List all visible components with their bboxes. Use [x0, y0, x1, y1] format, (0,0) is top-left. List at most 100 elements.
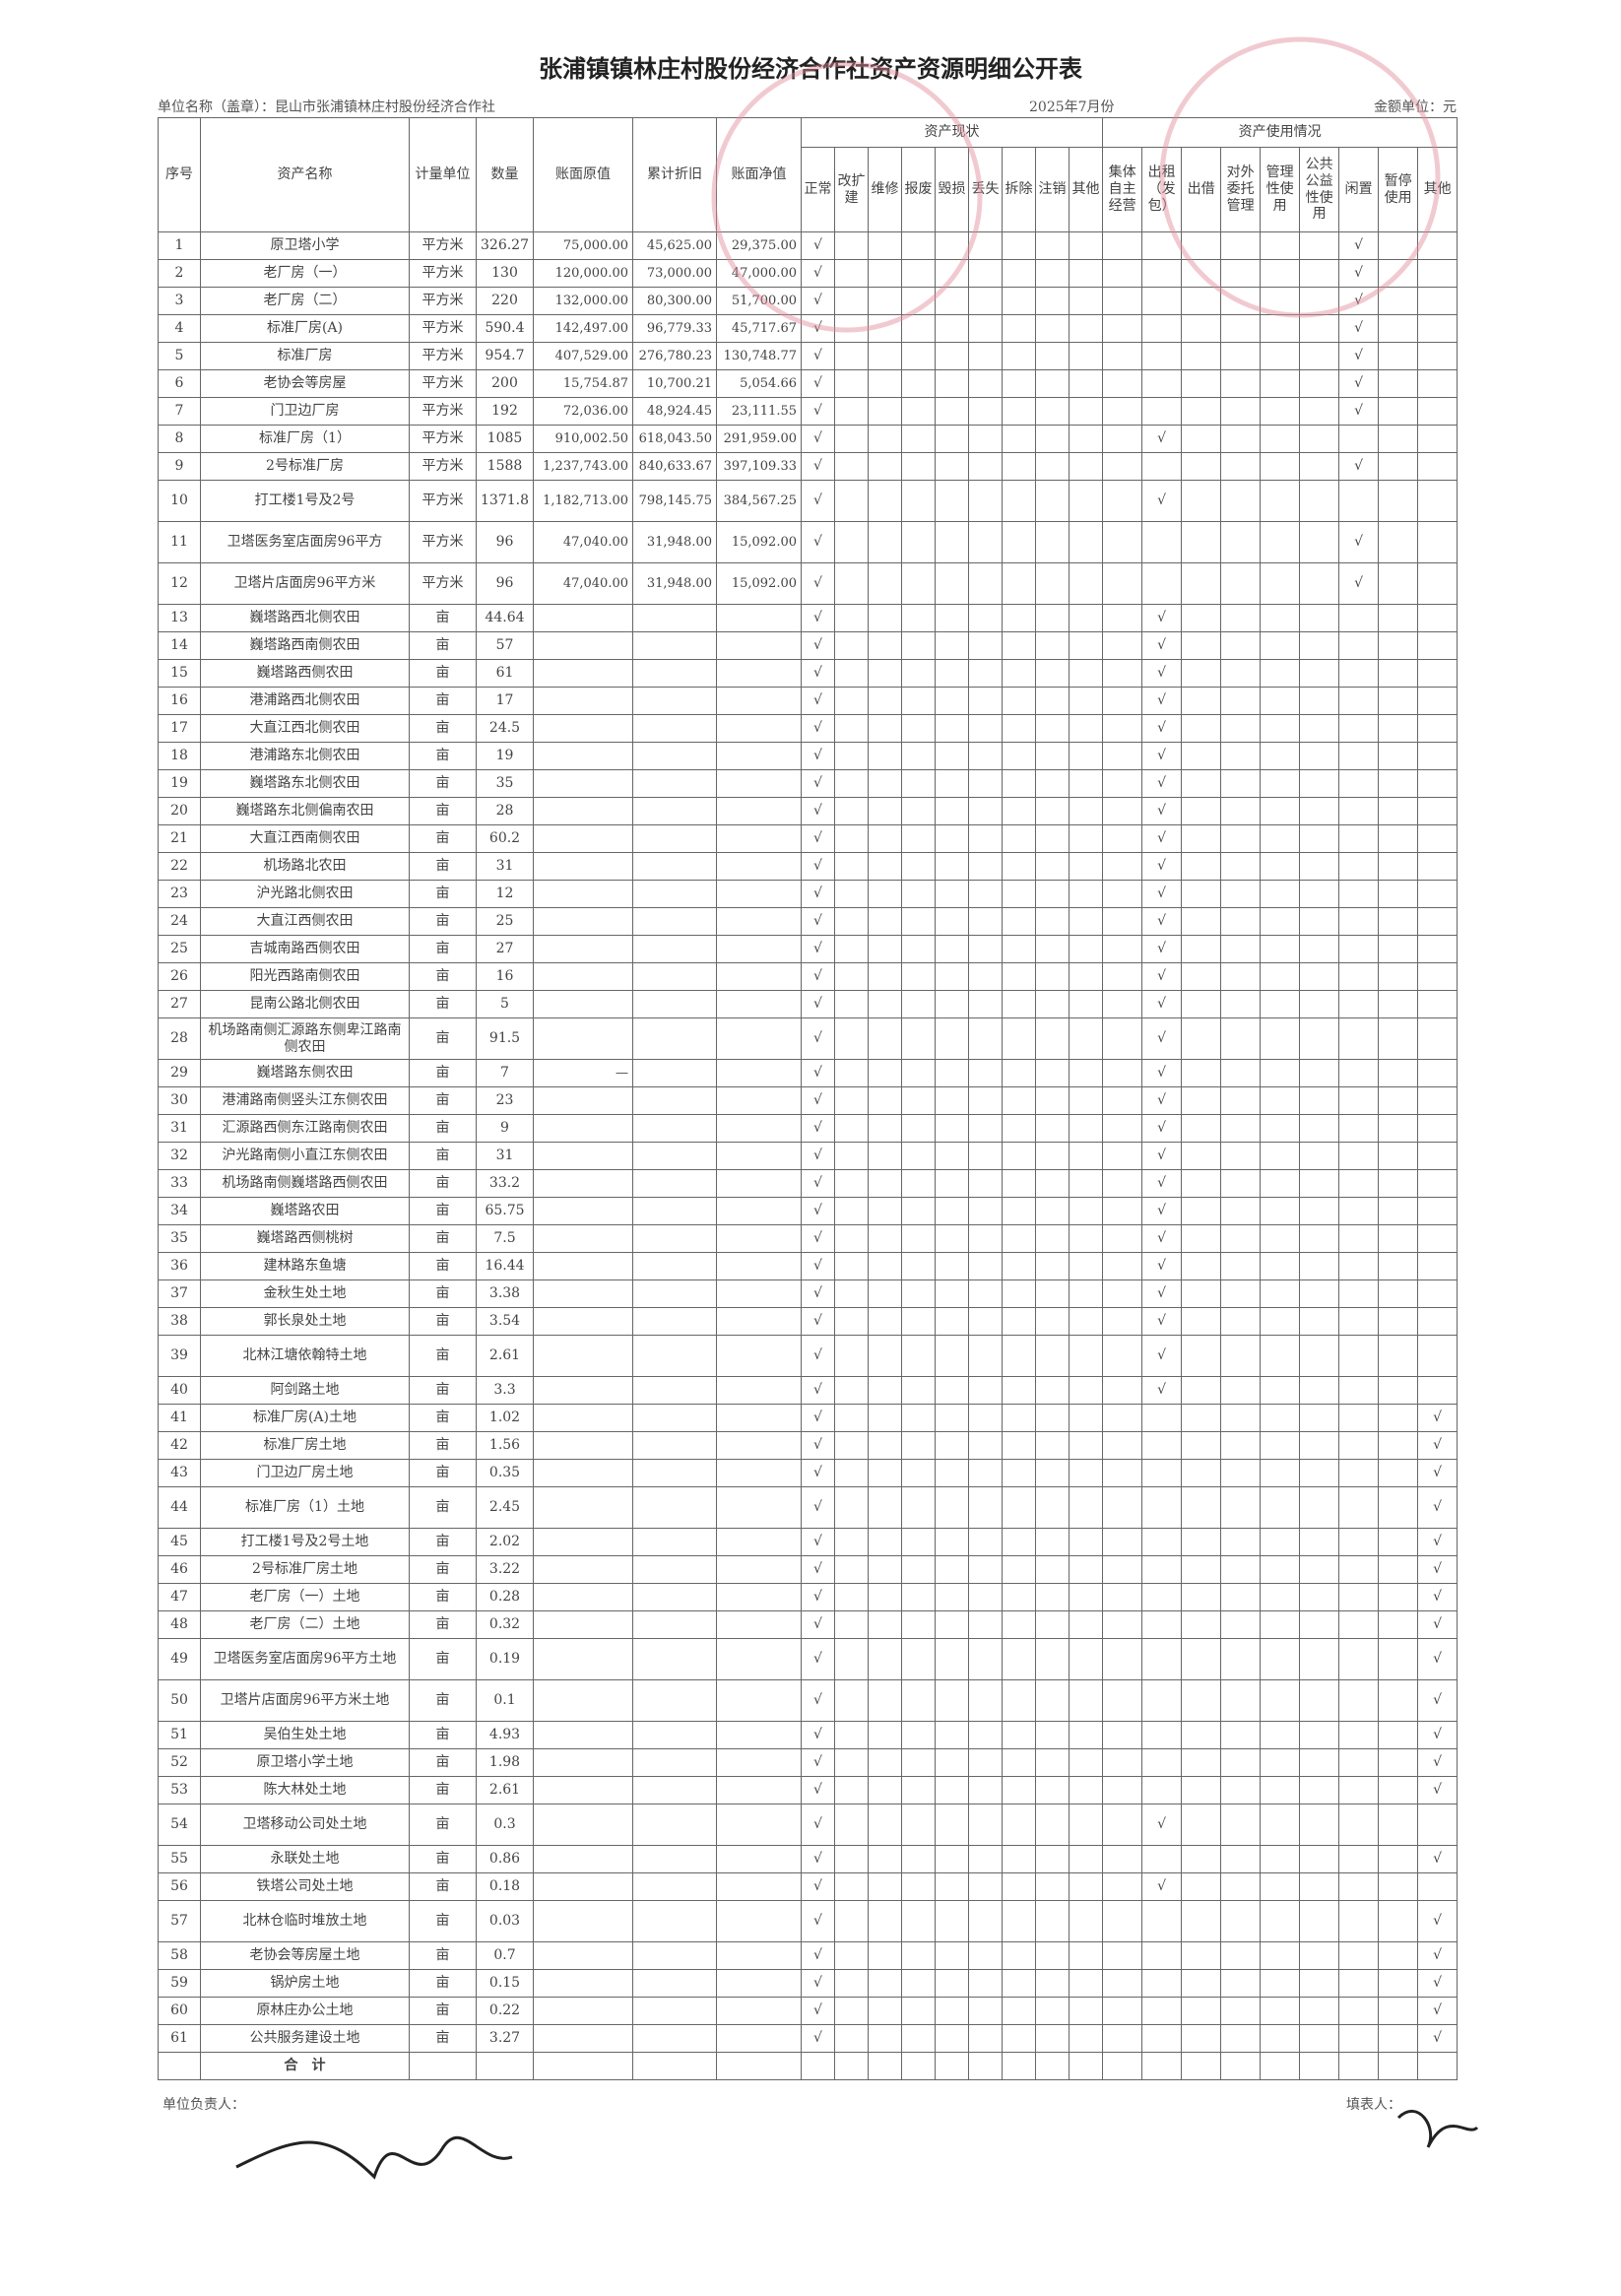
cell [1338, 659, 1380, 688]
cell [1141, 1679, 1183, 1722]
cell [533, 1169, 633, 1198]
cell: 巍塔路东北侧偏南农田 [200, 797, 410, 825]
cell [1035, 259, 1070, 288]
cell [1220, 631, 1262, 660]
cell [901, 1486, 936, 1529]
cell [1068, 1997, 1104, 2025]
cell [935, 1307, 969, 1336]
cell: √ [1141, 1017, 1183, 1060]
cell [868, 880, 902, 908]
cell [1338, 1252, 1380, 1280]
cell [1299, 1142, 1340, 1170]
cell [533, 604, 633, 632]
cell [533, 1748, 633, 1777]
cell [1417, 990, 1459, 1018]
cell: 打工楼1号及2号土地 [200, 1528, 410, 1556]
cell [1068, 397, 1104, 426]
cell [1035, 797, 1070, 825]
cell: 亩 [409, 935, 477, 963]
cell [1378, 1459, 1419, 1487]
cell: 亩 [409, 1197, 477, 1225]
cell: 291,959.00 [716, 425, 802, 453]
cell: — [533, 1059, 633, 1087]
cell [1035, 1941, 1070, 1970]
cell [1299, 1459, 1340, 1487]
cell [1220, 659, 1262, 688]
table-row: 34 巍塔路农田亩 65.75 √ √ [158, 1197, 1459, 1225]
cell [1260, 1804, 1301, 1846]
cell: 平方米 [409, 521, 477, 563]
cell: 50 [158, 1679, 201, 1722]
cell [1378, 604, 1419, 632]
cell [1002, 714, 1036, 743]
cell [716, 769, 802, 798]
cell [834, 1086, 869, 1115]
cell: 亩 [409, 769, 477, 798]
cell [1417, 1224, 1459, 1253]
cell [968, 1845, 1003, 1873]
cell: 954.7 [476, 342, 534, 370]
cell [533, 1335, 633, 1377]
cell [1299, 659, 1340, 688]
cell [968, 1872, 1003, 1901]
cell [868, 990, 902, 1018]
cell: 43 [158, 1459, 201, 1487]
cell [1338, 1804, 1380, 1846]
cell [1068, 452, 1104, 481]
table-row: 41 标准厂房(A)土地亩 1.02 √ √ [158, 1404, 1459, 1432]
cell: 15,092.00 [716, 521, 802, 563]
cell [1220, 1776, 1262, 1804]
cell: √ [1417, 1431, 1459, 1460]
cell [1181, 604, 1222, 632]
cell [716, 1486, 802, 1529]
cell: 北林仓临时堆放土地 [200, 1900, 410, 1942]
cell [1002, 1252, 1036, 1280]
cell: 32 [158, 1142, 201, 1170]
cell [533, 990, 633, 1018]
cell [1102, 742, 1143, 770]
cell [1299, 935, 1340, 963]
cell [1338, 1997, 1380, 2025]
cell [834, 1900, 869, 1942]
cell [1260, 1528, 1301, 1556]
cell: 亩 [409, 1459, 477, 1487]
cell [716, 1679, 802, 1722]
cell [868, 1142, 902, 1170]
cell [1102, 231, 1143, 260]
cell [968, 1169, 1003, 1198]
cell [935, 480, 969, 522]
cell [1181, 397, 1222, 426]
cell [1338, 1376, 1380, 1405]
table-row: 42 标准厂房土地亩 1.56 √ √ [158, 1431, 1459, 1460]
cell [1417, 852, 1459, 881]
table-row: 16 港浦路西北侧农田亩 17 √ √ [158, 687, 1459, 715]
cell [868, 797, 902, 825]
cell: 大直江西南侧农田 [200, 824, 410, 853]
cell: √ [1417, 1555, 1459, 1584]
cell [1260, 1017, 1301, 1060]
cell: √ [1141, 824, 1183, 853]
cell: √ [1417, 1748, 1459, 1777]
cell [1002, 1638, 1036, 1680]
cell [1141, 2024, 1183, 2053]
cell [1417, 1252, 1459, 1280]
cell: 亩 [409, 1376, 477, 1405]
cell [1260, 1404, 1301, 1432]
cell: √ [801, 1017, 835, 1060]
cell [1378, 714, 1419, 743]
cell [834, 1679, 869, 1722]
cell [1068, 1638, 1104, 1680]
cell [1299, 287, 1340, 315]
cell [1181, 1941, 1222, 1970]
cell [868, 2052, 902, 2080]
cell [1181, 231, 1222, 260]
cell [901, 1086, 936, 1115]
cell [1338, 1486, 1380, 1529]
cell [868, 480, 902, 522]
cell [1220, 1142, 1262, 1170]
table-row: 32 沪光路南侧小直江东侧农田亩 31 √ √ [158, 1142, 1459, 1170]
column-header: 其他 [1068, 147, 1104, 232]
cell [476, 2052, 534, 2080]
cell: √ [1141, 935, 1183, 963]
cell: √ [801, 2024, 835, 2053]
